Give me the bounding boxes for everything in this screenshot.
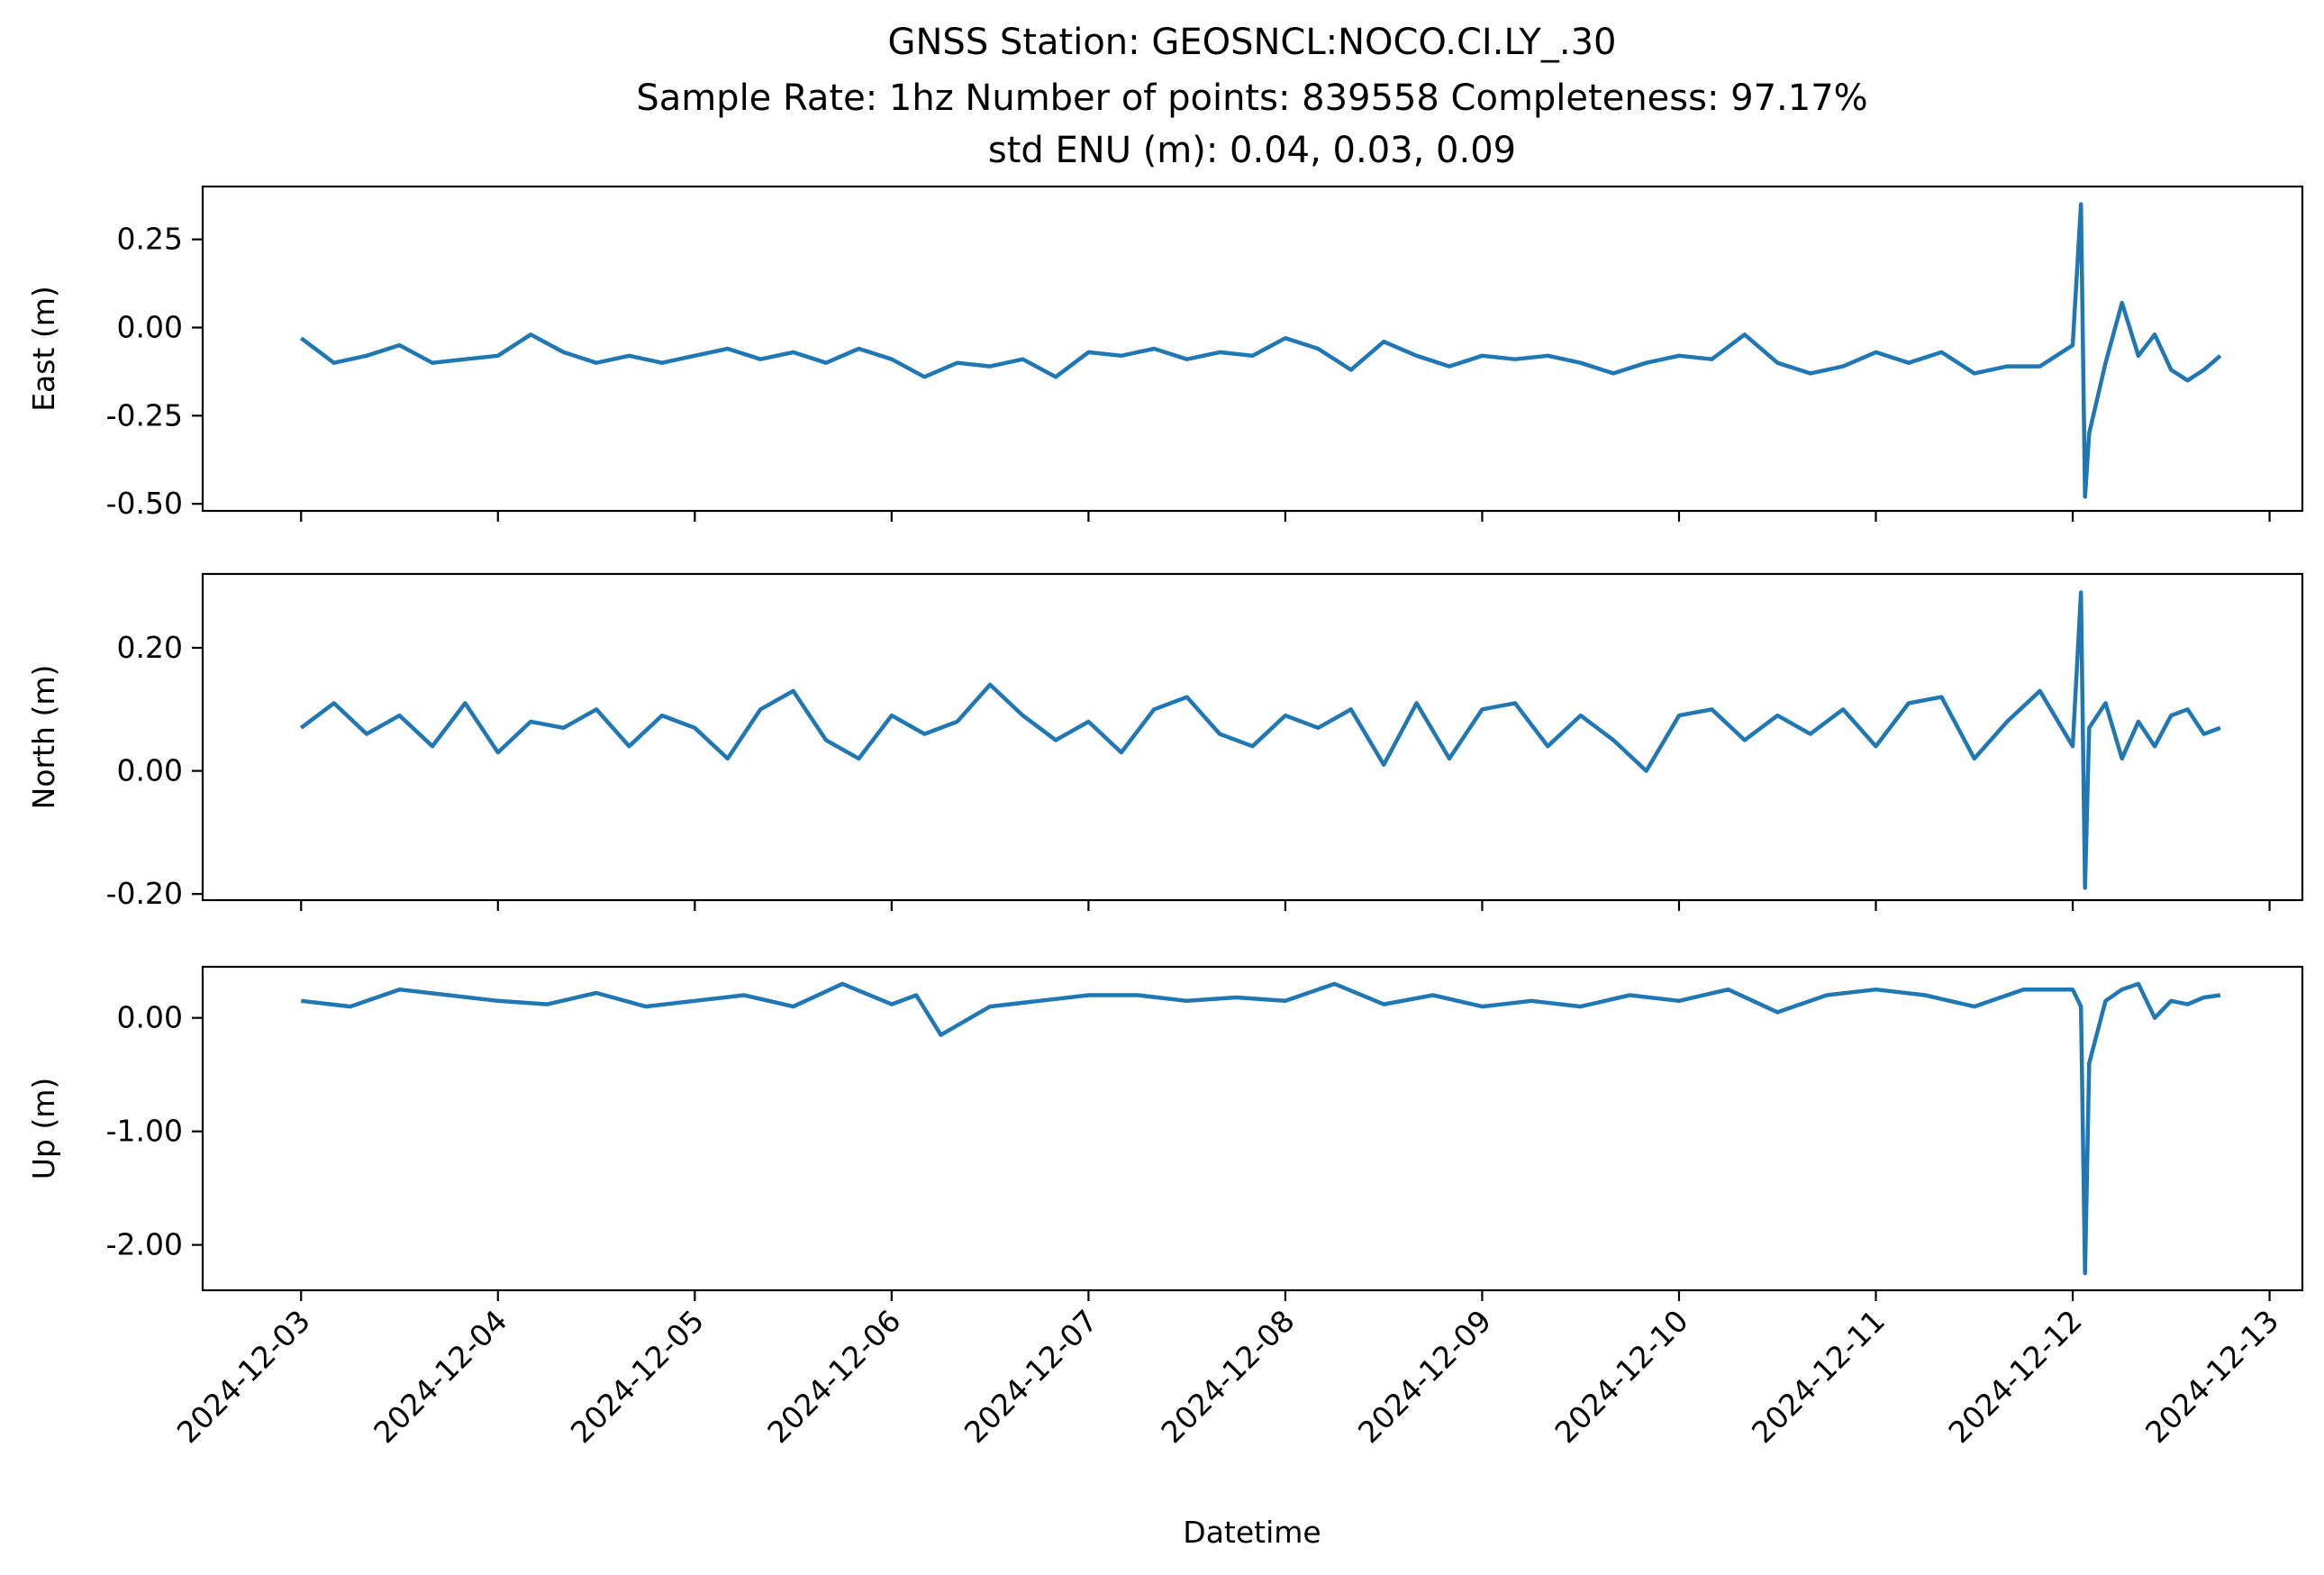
x-tick-label: 2024-12-11 <box>1745 1303 1892 1450</box>
y-tick-label: 0.00 <box>117 310 183 345</box>
subplot-frame-1 <box>201 185 2304 513</box>
title-line-3: std ENU (m): 0.04, 0.03, 0.09 <box>988 130 1516 171</box>
y-tick-label: -0.20 <box>106 876 183 911</box>
subplot-3: 0.00 -1.00 -2.00 Up (m) <box>26 965 2304 1301</box>
y-tick-label: -0.25 <box>106 397 183 432</box>
y-tick-label: -1.00 <box>106 1114 183 1149</box>
y-tick-label: -0.50 <box>106 486 183 521</box>
x-axis: 2024-12-03 2024-12-04 2024-12-05 2024-12-06… <box>170 1303 2285 1450</box>
x-tick-label: 2024-12-08 <box>1154 1303 1301 1450</box>
y-axis-label-1: East (m) <box>26 286 61 412</box>
y-axis-label-2: North (m) <box>26 665 61 810</box>
x-tick-label: 2024-12-04 <box>367 1303 513 1450</box>
y-tick-label: 0.00 <box>117 753 183 788</box>
subplot-frame-2 <box>201 572 2304 902</box>
series-line-1 <box>299 202 2222 499</box>
title-line-2: Sample Rate: 1hz Number of points: 83955… <box>636 77 1867 119</box>
subplot-frame-3 <box>201 965 2304 1292</box>
chart-title: GNSS Station: GEOSNCL:NOCO.CI.LY_.30 Sam… <box>636 22 1867 171</box>
x-tick-label: 2024-12-13 <box>2138 1303 2285 1450</box>
x-tick-label: 2024-12-06 <box>760 1303 907 1450</box>
x-tick-label: 2024-12-10 <box>1548 1303 1694 1450</box>
title-line-1: GNSS Station: GEOSNCL:NOCO.CI.LY_.30 <box>888 22 1617 63</box>
subplots: 0.25 0.00 -0.25 -0.50 East (m) 0.20 0.00 -0.20 N… <box>26 185 2304 1301</box>
y-tick-label: 0.25 <box>117 222 183 257</box>
x-tick-label: 2024-12-05 <box>564 1303 711 1450</box>
x-axis-label: Datetime <box>1183 1515 1321 1550</box>
y-tick-label: 0.00 <box>117 1000 183 1035</box>
x-tick-label: 2024-12-03 <box>170 1303 317 1450</box>
y-tick-label: -2.00 <box>106 1227 183 1262</box>
x-tick-label: 2024-12-07 <box>958 1303 1104 1450</box>
series-line-2 <box>299 590 2221 890</box>
x-tick-label: 2024-12-09 <box>1351 1303 1498 1450</box>
y-axis-label-3: Up (m) <box>26 1078 61 1180</box>
series-line-3 <box>301 981 2221 1276</box>
y-tick-label: 0.20 <box>117 630 183 665</box>
subplot-2: 0.20 0.00 -0.20 North (m) <box>26 572 2304 911</box>
x-tick-label: 2024-12-12 <box>1942 1303 2089 1450</box>
subplot-1: 0.25 0.00 -0.25 -0.50 East (m) <box>26 185 2304 522</box>
